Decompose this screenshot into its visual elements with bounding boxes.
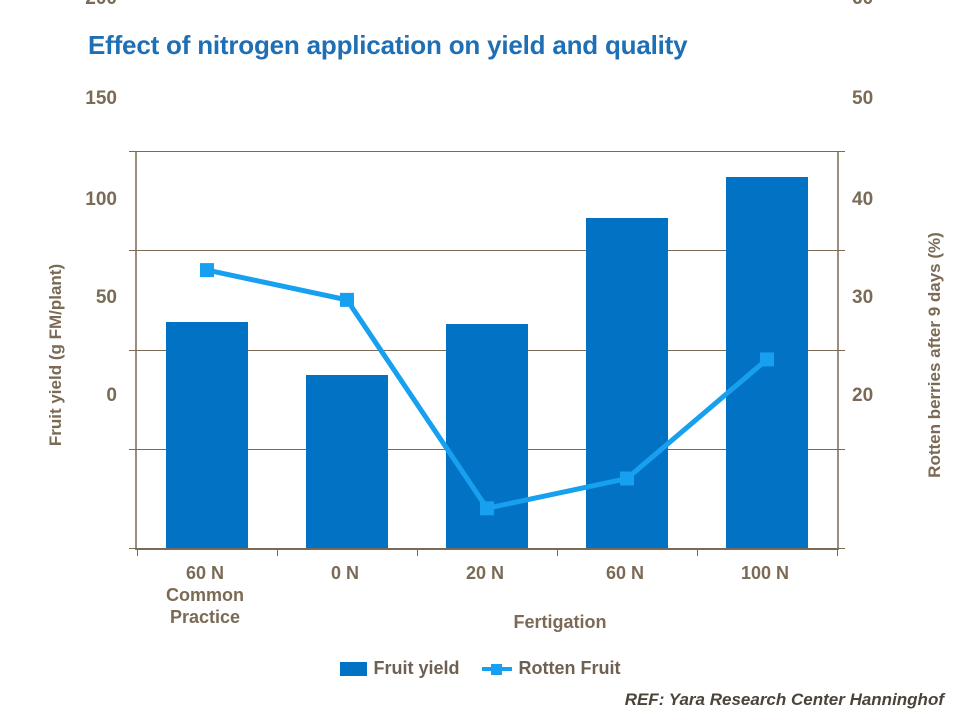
tick-right-0 [837,548,845,549]
tick-x-0 [137,548,138,556]
marker-0 [200,263,214,278]
legend-bar-swatch-icon [339,661,367,676]
y-left-tick-100: 100 [85,189,117,210]
plot-area [129,151,845,556]
tick-x-4 [697,548,698,556]
tick-right-100 [837,349,845,351]
bar-3 [586,218,668,548]
tick-left-50 [129,448,137,450]
y-left-tick-150: 150 [85,88,117,109]
x-category-label-0: 60 N Common Practice [166,563,244,627]
legend-item-rotten-fruit[interactable]: Rotten Fruit [481,658,621,679]
bar-0 [166,321,248,548]
bar-1 [306,375,388,548]
y-left-tick-200: 200 [55,0,117,10]
x-axis-group-label: Fertigation [513,612,607,632]
gridline-200 [137,151,837,152]
x-category-label-4: 100 N [740,563,790,583]
rotten-fruit-line [206,267,769,512]
y-right-tick-20: 20 [852,385,874,406]
tick-right-50 [837,448,845,450]
marker-3 [620,471,634,486]
y-left-tick-0: 0 [106,385,117,406]
marker-2 [480,501,494,516]
tick-x-2 [417,548,418,556]
x-category-label-2: 20 N [465,563,505,583]
rotten-fruit-markers [200,263,774,516]
tick-x-3 [557,548,558,556]
marker-1 [340,292,354,307]
tick-right-150 [837,250,845,252]
y-right-tick-60: 60 [852,0,914,10]
marker-4 [760,352,774,367]
y-right-tick-30: 30 [852,287,874,308]
legend-label-rotten-fruit: Rotten Fruit [518,658,621,678]
line-series-rotten-fruit [200,263,774,516]
legend-line-swatch-icon [481,662,512,676]
x-category-label-3: 60 N [605,563,645,583]
page-title: Effect of nitrogen application on yield … [88,30,688,60]
y-axis-right-title: Rotten berries after 9 days (%) [925,232,944,478]
legend-item-fruit-yield[interactable]: Fruit yield [339,658,460,679]
tick-left-150 [129,250,137,252]
tick-x-5 [837,548,838,556]
gridline-150 [137,250,837,252]
legend-label-fruit-yield: Fruit yield [373,658,460,678]
y-left-tick-50: 50 [95,287,117,308]
source-reference: REF: Yara Research Center Hanninghof [624,690,944,709]
tick-left-200 [129,151,137,152]
chart-legend: Fruit yield Rotten Fruit [0,658,960,679]
x-category-label-1: 0 N [330,563,359,583]
tick-left-0 [129,548,137,549]
y-axis-left-title: Fruit yield (g FM/plant) [46,263,65,447]
tick-left-100 [129,349,137,351]
y-right-tick-40: 40 [852,189,874,210]
tick-right-200 [837,151,845,152]
y-right-tick-50: 50 [852,88,874,109]
tick-x-1 [277,548,278,556]
